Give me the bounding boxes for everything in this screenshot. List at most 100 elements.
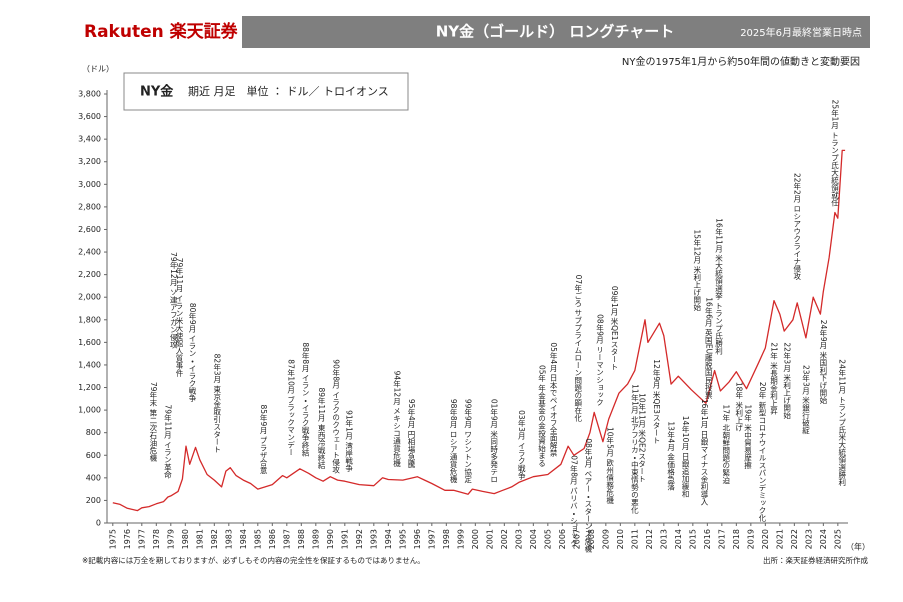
x-tick-label: 2016 <box>703 529 712 549</box>
y-tick-label: 2,800 <box>78 202 101 211</box>
price-line <box>112 149 846 512</box>
x-tick-label: 2024 <box>819 529 828 549</box>
x-tick-label: 1993 <box>369 529 378 549</box>
annotation: 12年9月 米QE3スタート <box>652 359 661 444</box>
x-tick-label: 2000 <box>471 529 480 549</box>
title: NY金（ゴールド） ロングチャート <box>436 23 675 41</box>
x-tick-label: 2021 <box>775 529 784 549</box>
y-tick-label: 1,600 <box>78 338 101 347</box>
x-tick-label: 1984 <box>239 529 248 549</box>
y-tick-label: 800 <box>86 428 101 437</box>
annotation: 79年12月 ソ連アフガン侵攻 <box>169 252 178 350</box>
legend-description: 期近 月足 単位 ： ドル／ トロイオンス <box>188 84 389 98</box>
annotation: 89年11月 東西冷戦終結 <box>317 388 326 471</box>
annotation: 99年9月 ワシントン協定 <box>463 399 472 484</box>
x-tick-label: 1986 <box>268 529 277 549</box>
x-tick-label: 2023 <box>804 529 813 549</box>
x-tick-label: 1977 <box>137 529 146 549</box>
annotation: 21年 米長期金利上昇 <box>769 342 778 415</box>
x-tick-label: 1983 <box>224 529 233 549</box>
y-tick-label: 1,000 <box>78 406 101 415</box>
x-tick-label: 1994 <box>384 529 393 549</box>
y-tick-label: 1,200 <box>78 383 101 392</box>
x-tick-label: 1979 <box>166 529 175 549</box>
x-tick-label: 2011 <box>630 529 639 549</box>
annotation: 94年12月 メキシコ通貨危機 <box>392 371 401 468</box>
annotation: 10年5月 欧州債務危機 <box>605 427 614 504</box>
x-tick-label: 2007 <box>572 529 581 549</box>
x-tick-label: 2003 <box>514 529 523 549</box>
x-axis-unit: （年） <box>846 542 870 552</box>
annotation: 82年3月 東京金取引スタート <box>212 354 221 453</box>
annotation: 11年1月 北アフリカ・中東情勢の悪化 <box>630 384 639 514</box>
annotation: 10年11月 米QE2スタート <box>637 393 646 482</box>
y-tick-label: 3,200 <box>78 157 101 166</box>
annotation: 85年9月 プラザ合意 <box>259 404 268 473</box>
x-tick-label: 1985 <box>253 529 262 549</box>
x-tick-label: 2009 <box>601 529 610 549</box>
x-tick-label: 1981 <box>195 529 204 549</box>
y-tick-label: 2,200 <box>78 270 101 279</box>
y-tick-label: 2,600 <box>78 225 101 234</box>
x-tick-label: 1996 <box>413 529 422 549</box>
annotation: 01年9月 米同時多発テロ <box>489 399 498 483</box>
annotation: 17年 北朝鮮問題の緊迫 <box>721 404 730 485</box>
y-tick-label: 400 <box>86 473 101 482</box>
annotation: 08年3月 ベアー・スターンズ危機 <box>584 438 593 552</box>
annotation: 88年8月 イラン・イラク戦争終結 <box>301 342 310 457</box>
x-tick-label: 2019 <box>746 529 755 549</box>
annotation: 03年3月 イラク戦争 <box>517 410 526 479</box>
annotation: 22年2月 ロシアウクライナ侵攻 <box>792 173 801 281</box>
annotation: 09年1月 米QE1スタート <box>610 286 619 371</box>
x-tick-label: 2005 <box>543 529 552 549</box>
y-tick-label: 2,400 <box>78 248 101 257</box>
x-tick-label: 2018 <box>732 529 741 549</box>
subtitle: NY金の1975年1月から約50年間の値動きと変動要因 <box>622 55 860 68</box>
x-tick-label: 2014 <box>674 529 683 549</box>
annotation: 19年 米中貿易摩擦 <box>743 404 752 470</box>
x-tick-label: 2001 <box>485 529 494 549</box>
y-tick-label: 200 <box>86 496 101 505</box>
annotation: 23年3月 米銀行破綻 <box>801 365 810 435</box>
x-tick-label: 1975 <box>108 529 117 549</box>
annotation: 15年12月 米利上げ開始 <box>692 229 701 312</box>
annotation: 95年4月 円相場急騰 <box>407 399 416 469</box>
x-tick-label: 2002 <box>500 529 509 549</box>
x-tick-label: 1982 <box>210 529 219 549</box>
y-tick-label: 3,800 <box>78 90 101 99</box>
annotation: 07年ごろ サブプライムローン問題の顕在化 <box>574 275 583 423</box>
annotation: 07年8月 パリバ・ショック <box>569 455 578 547</box>
x-tick-label: 1987 <box>282 529 291 549</box>
annotation: 79年11月 イラン米大使館人質事件 <box>175 258 184 378</box>
x-tick-label: 1998 <box>442 529 451 549</box>
title-band <box>242 16 870 48</box>
annotation: 25年1月 トランプ氏大統領就任 <box>830 100 839 208</box>
annotation: 16年11月 米大統領選挙 トランプ氏勝利 <box>714 218 723 354</box>
y-tick-label: 600 <box>86 451 101 460</box>
y-tick-label: 3,600 <box>78 112 101 121</box>
x-tick-label: 1990 <box>326 529 335 549</box>
x-tick-label: 2013 <box>659 529 668 549</box>
source: 出所：楽天証券経済研究所作成 <box>763 555 868 565</box>
annotation: 22年3月 米利上げ開始 <box>782 342 791 420</box>
date: 2025年6月最終営業日時点 <box>740 26 862 39</box>
x-tick-label: 1991 <box>340 529 349 549</box>
legend-name: NY金 <box>140 84 174 100</box>
annotation: 87年10月 ブラックマンデー <box>286 359 295 455</box>
annotation: 13年4月 金価格急落 <box>666 421 675 490</box>
annotation: 79年末 第二次石油危機 <box>149 382 158 462</box>
y-tick-label: 1,400 <box>78 360 101 369</box>
y-tick-label: 2,000 <box>78 293 101 302</box>
annotation: 05年 年金基金の金投資始まる <box>537 365 546 467</box>
y-tick-label: 0 <box>96 519 101 528</box>
x-tick-label: 1978 <box>152 529 161 549</box>
x-tick-label: 2006 <box>558 529 567 549</box>
x-tick-label: 1988 <box>297 529 306 549</box>
x-tick-label: 1997 <box>427 529 436 549</box>
annotation: 80年9月 イラン・イラク戦争 <box>188 303 197 402</box>
brand-logo: Rakuten 楽天証券 <box>84 21 238 42</box>
x-tick-label: 1995 <box>398 529 407 549</box>
annotation: 16年6月 英国EU離脱国民投票 <box>704 297 713 399</box>
x-tick-label: 1999 <box>456 529 465 549</box>
